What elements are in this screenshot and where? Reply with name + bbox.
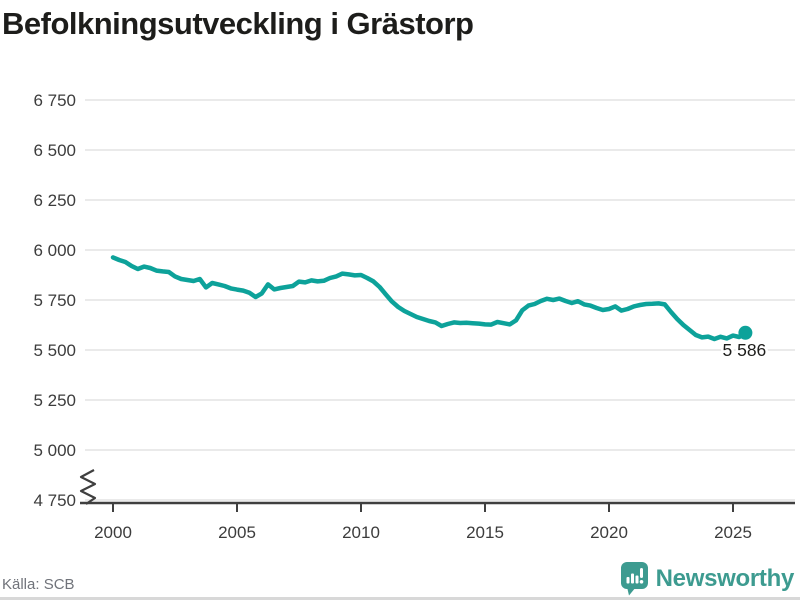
newsworthy-logo-text: Newsworthy (655, 564, 795, 592)
x-axis-tick-label: 2025 (714, 523, 752, 542)
y-axis-tick-label: 6 250 (33, 191, 76, 210)
x-axis-tick-label: 2000 (94, 523, 132, 542)
y-axis-tick-label: 6 500 (33, 141, 76, 160)
x-axis-tick-label: 2020 (590, 523, 628, 542)
x-axis-tick-label: 2015 (466, 523, 504, 542)
y-axis-tick-label: 6 000 (33, 241, 76, 260)
y-axis-tick-label: 5 750 (33, 291, 76, 310)
x-axis-tick-label: 2005 (218, 523, 256, 542)
latest-value-label: 5 586 (723, 340, 767, 360)
y-axis-tick-label: 5 000 (33, 441, 76, 460)
source-label: Källa: SCB (2, 576, 75, 593)
chart-title: Befolkningsutveckling i Grästorp (2, 6, 474, 41)
population-chart: 6 750 6 500 6 250 6 000 5 750 5 500 5 250 5 000… (33, 91, 795, 542)
newsworthy-logo[interactable]: Newsworthy (620, 561, 794, 596)
x-axis-tick-label: 2010 (342, 523, 380, 542)
y-axis-tick-label: 5 500 (33, 341, 76, 360)
latest-value-marker (738, 325, 753, 340)
population-line (110, 255, 748, 342)
y-axis-break-icon (79, 469, 97, 505)
newsworthy-logo-icon (620, 562, 648, 596)
y-axis-tick-label: 6 750 (33, 91, 76, 110)
bottom-divider (0, 597, 800, 600)
y-axis-tick-label: 5 250 (33, 391, 76, 410)
y-axis-tick-label: 4 750 (33, 491, 76, 510)
